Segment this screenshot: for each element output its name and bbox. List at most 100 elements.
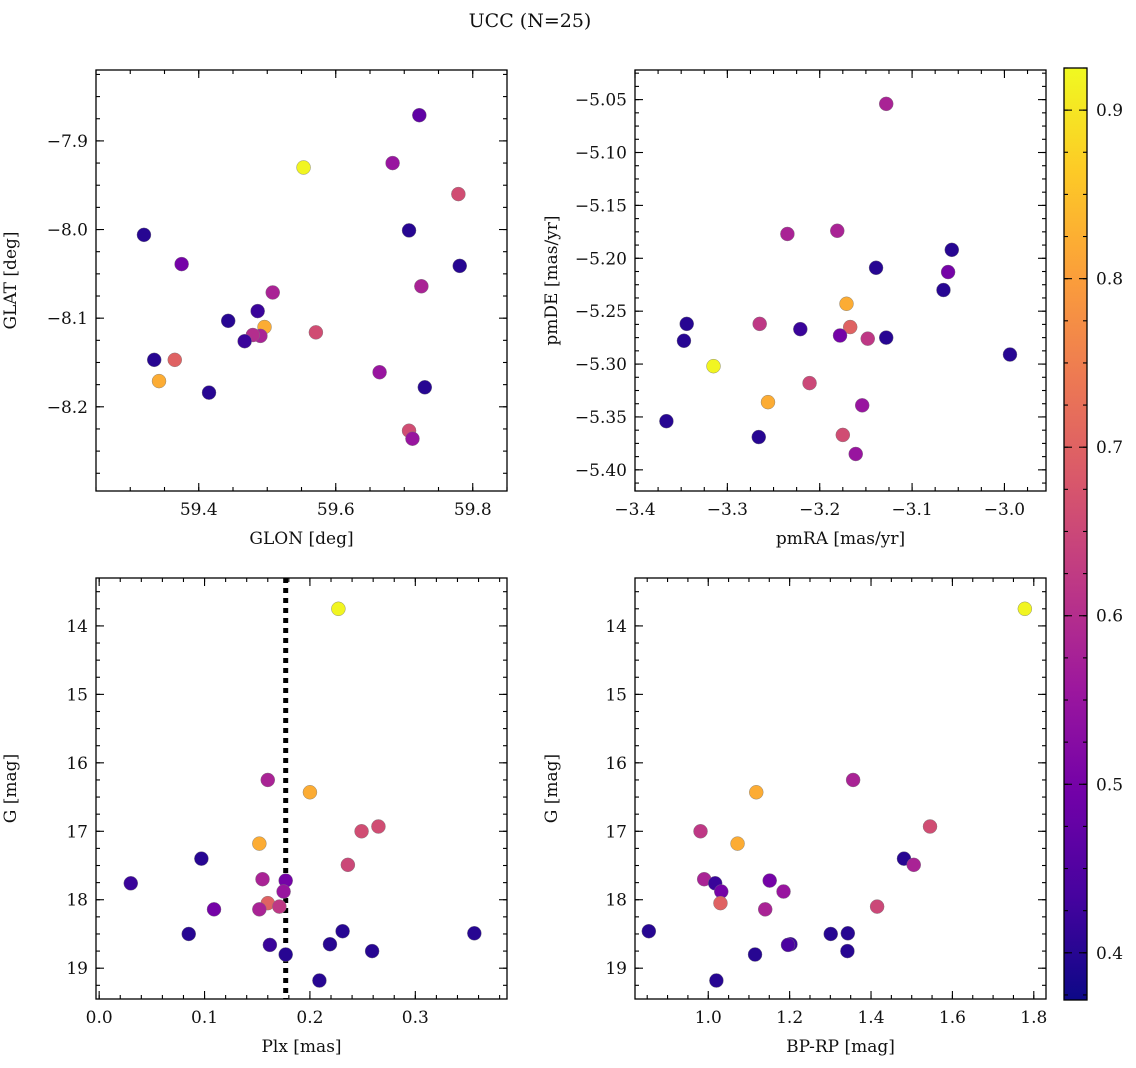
data-point [922, 819, 938, 834]
panel-glon-glat: 59.4 59.6 59.8 −7.9 −8.0 −8.1 −8.2 GLON [deg] GL… [1, 69, 508, 549]
figure-title: UCC (N=25) [469, 10, 592, 32]
colorbar-frame [1063, 67, 1088, 1001]
data-point [265, 285, 280, 300]
colorbar-tick-label: 0.9 [1096, 101, 1123, 121]
y-tick-label: 16 [605, 754, 627, 774]
plot-frame [634, 577, 1047, 1000]
y-axis-label: G [mag] [542, 754, 562, 823]
data-point [451, 186, 466, 202]
data-point [206, 902, 222, 917]
data-point [237, 334, 252, 349]
data-point [296, 160, 311, 175]
y-tick-label: −5.10 [575, 144, 627, 164]
data-point [371, 819, 386, 834]
data-point [679, 316, 694, 332]
data-point [758, 902, 773, 917]
data-point [194, 851, 209, 866]
data-point [335, 924, 350, 939]
y-tick-label: 14 [605, 617, 627, 637]
data-point [412, 108, 427, 123]
data-point [823, 926, 838, 942]
y-tick-label: 16 [66, 754, 88, 774]
y-axis-label: G [mag] [1, 754, 21, 823]
data-point [262, 937, 278, 953]
data-point [276, 884, 291, 899]
data-point [693, 824, 708, 839]
data-point [417, 380, 432, 395]
y-tick-label: 19 [66, 959, 88, 979]
data-point [641, 924, 657, 939]
panel-bprp-g: 1.0 1.2 1.4 1.6 1.8 14 15 16 17 18 19 BP-RP [mag] G … [542, 577, 1047, 1057]
x-tick-label: −3.0 [984, 500, 1025, 520]
x-tick-label: 1.2 [776, 1008, 803, 1028]
x-tick-label: 59.4 [180, 500, 218, 520]
x-tick-label: −3.2 [799, 500, 840, 520]
data-point [840, 926, 856, 941]
y-tick-label: −5.05 [575, 91, 627, 111]
minor-ticks [95, 70, 508, 491]
colorbar-tick-label: 0.7 [1096, 438, 1123, 458]
colorbar-tick-label: 0.6 [1096, 607, 1123, 627]
scatter-points [136, 108, 467, 446]
data-point [136, 227, 152, 243]
data-point [405, 431, 420, 446]
y-tick-label: −5.40 [575, 461, 627, 481]
y-tick-label: −5.20 [575, 249, 627, 269]
data-point [272, 899, 287, 914]
data-point [322, 937, 338, 952]
plot-frame [95, 69, 508, 492]
scatter-points [659, 96, 1018, 462]
data-point [181, 926, 196, 942]
data-point [780, 226, 795, 242]
colorbar-tick-label: 0.4 [1096, 944, 1123, 964]
minor-ticks [634, 70, 1046, 491]
data-point [760, 394, 776, 410]
data-point [221, 313, 236, 329]
data-point [467, 926, 482, 941]
colorbar-gradient [1064, 68, 1087, 1000]
plot-frame [95, 577, 508, 1000]
data-point [840, 943, 855, 959]
y-axis-label: GLAT [deg] [1, 231, 21, 329]
data-point [354, 824, 369, 839]
data-point [364, 943, 380, 959]
data-point [752, 316, 767, 332]
y-tick-label: 17 [605, 822, 627, 842]
data-point [174, 256, 189, 272]
data-point [250, 303, 265, 319]
data-point [308, 325, 324, 340]
data-point [940, 264, 956, 280]
colorbar-tick-label: 0.5 [1096, 775, 1123, 795]
data-point [944, 242, 959, 258]
data-point [869, 899, 885, 914]
x-tick-label: −3.4 [614, 500, 655, 520]
data-point [936, 282, 951, 298]
x-axis-label: GLON [deg] [249, 529, 353, 549]
y-tick-label: −5.35 [575, 408, 627, 428]
x-tick-label: −3.1 [891, 500, 932, 520]
scatter-points [123, 601, 482, 988]
y-tick-label: −5.15 [575, 196, 627, 216]
y-tick-label: −8.2 [47, 398, 88, 418]
data-point [1002, 347, 1018, 362]
data-point [751, 429, 766, 445]
data-point [713, 895, 728, 911]
data-point [147, 352, 162, 368]
colorbar-tick-label: 0.8 [1096, 270, 1123, 290]
data-point [706, 358, 721, 374]
data-point [842, 319, 858, 335]
y-axis-label: pmDE [mas/yr] [542, 215, 562, 345]
data-point [879, 96, 894, 112]
y-tick-label: 18 [605, 891, 627, 911]
x-axis-label: BP-RP [mag] [786, 1037, 895, 1057]
data-point [780, 937, 796, 953]
data-point [830, 223, 845, 238]
data-point [762, 873, 777, 888]
x-tick-label: 1.6 [939, 1008, 966, 1028]
x-tick-label: 59.6 [317, 500, 355, 520]
data-point [793, 321, 808, 337]
data-point [414, 279, 429, 294]
panel-pmra-pmde: −3.4 −3.3 −3.2 −3.1 −3.0 −5.05 −5.10 −5.15 −5.20… [542, 69, 1047, 549]
data-point [312, 973, 327, 988]
y-tick-label: −7.9 [47, 132, 88, 152]
